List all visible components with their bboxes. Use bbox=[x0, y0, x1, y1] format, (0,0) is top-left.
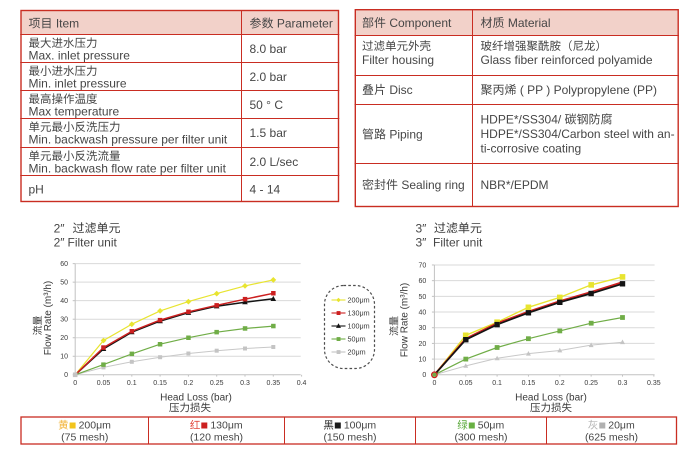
svg-text:Flow Rate (m³/h): Flow Rate (m³/h) bbox=[43, 281, 54, 355]
svg-text:pH: pH bbox=[29, 183, 44, 197]
svg-text:200μm: 200μm bbox=[348, 296, 370, 305]
svg-text:20μm: 20μm bbox=[608, 420, 635, 432]
svg-text:10: 10 bbox=[419, 357, 427, 364]
svg-text:Component: Component bbox=[389, 16, 452, 30]
svg-text:0.4: 0.4 bbox=[297, 380, 307, 387]
svg-text:0.3: 0.3 bbox=[240, 380, 250, 387]
svg-text:0.15: 0.15 bbox=[522, 380, 536, 387]
svg-text:50μm: 50μm bbox=[348, 335, 366, 344]
svg-text:40: 40 bbox=[419, 309, 427, 316]
svg-text:60: 60 bbox=[60, 261, 68, 268]
svg-text:200μm: 200μm bbox=[79, 420, 112, 432]
svg-text:Material: Material bbox=[508, 16, 551, 30]
svg-text:50: 50 bbox=[60, 280, 68, 287]
svg-text:10: 10 bbox=[60, 354, 68, 361]
svg-text:(120 mesh): (120 mesh) bbox=[190, 432, 243, 444]
svg-text:2.0 bar: 2.0 bar bbox=[250, 70, 287, 84]
svg-text:0: 0 bbox=[73, 380, 77, 387]
svg-text:20: 20 bbox=[60, 335, 68, 342]
svg-text:2″: 2″ bbox=[54, 221, 66, 235]
svg-text:1.5 bar: 1.5 bar bbox=[250, 126, 287, 140]
svg-text:Max temperature: Max temperature bbox=[29, 105, 120, 119]
svg-text:Flow Rate (m³/h): Flow Rate (m³/h) bbox=[400, 283, 411, 357]
svg-text:Filter housing: Filter housing bbox=[362, 53, 434, 67]
svg-text:0: 0 bbox=[64, 372, 68, 379]
svg-text:(75 mesh): (75 mesh) bbox=[61, 432, 108, 444]
svg-text:Parameter: Parameter bbox=[277, 17, 333, 31]
svg-text:0: 0 bbox=[422, 372, 426, 379]
svg-text:ti-corrosive coating: ti-corrosive coating bbox=[481, 142, 582, 156]
svg-text:(625 mesh): (625 mesh) bbox=[585, 432, 638, 444]
svg-text:0: 0 bbox=[432, 380, 436, 387]
svg-text:Piping: Piping bbox=[389, 128, 422, 142]
svg-text:Min. backwash flow rate per fi: Min. backwash flow rate per filter unit bbox=[29, 162, 227, 176]
svg-text:Head Loss (bar): Head Loss (bar) bbox=[515, 393, 587, 404]
svg-text:Filter unit: Filter unit bbox=[433, 235, 483, 249]
svg-text:Sealing ring: Sealing ring bbox=[401, 178, 464, 192]
svg-text:0.25: 0.25 bbox=[210, 380, 224, 387]
svg-text:0.1: 0.1 bbox=[492, 380, 502, 387]
svg-text:0.3: 0.3 bbox=[618, 380, 628, 387]
svg-text:NBR*/EPDM: NBR*/EPDM bbox=[481, 178, 549, 192]
svg-text:50μm: 50μm bbox=[478, 420, 505, 432]
svg-text:Item: Item bbox=[56, 17, 79, 31]
svg-text:HDPE*/SS304/: HDPE*/SS304/ bbox=[481, 113, 562, 127]
svg-text:0.05: 0.05 bbox=[97, 380, 111, 387]
svg-text:0.25: 0.25 bbox=[584, 380, 598, 387]
svg-text:20μm: 20μm bbox=[348, 348, 366, 357]
svg-text:0.15: 0.15 bbox=[153, 380, 167, 387]
svg-text:30: 30 bbox=[60, 317, 68, 324]
svg-text:70: 70 bbox=[419, 262, 427, 269]
svg-text:130μm: 130μm bbox=[210, 420, 243, 432]
svg-text:Min. backwash pressure per fil: Min. backwash pressure per filter unit bbox=[29, 133, 228, 147]
svg-text:( PP ) Polypropylene (PP): ( PP ) Polypropylene (PP) bbox=[520, 83, 657, 97]
svg-text:4 - 14: 4 - 14 bbox=[250, 183, 281, 197]
svg-text:HDPE*/SS304/Carbon steel with: HDPE*/SS304/Carbon steel with an- bbox=[481, 127, 675, 141]
svg-text:8.0 bar: 8.0 bar bbox=[250, 42, 287, 56]
svg-text:20: 20 bbox=[419, 341, 427, 348]
svg-text:0.35: 0.35 bbox=[647, 380, 661, 387]
svg-text:Glass fiber reinforced polyami: Glass fiber reinforced polyamide bbox=[481, 53, 653, 67]
svg-text:0.2: 0.2 bbox=[184, 380, 194, 387]
svg-text:40: 40 bbox=[60, 298, 68, 305]
svg-text:2″: 2″ bbox=[54, 235, 66, 249]
svg-text:Filter unit: Filter unit bbox=[68, 235, 118, 249]
svg-text:0.05: 0.05 bbox=[459, 380, 473, 387]
svg-text:Head Loss (bar): Head Loss (bar) bbox=[160, 393, 232, 404]
svg-text:3″: 3″ bbox=[416, 221, 428, 235]
svg-text:Min. inlet pressure: Min. inlet pressure bbox=[29, 77, 127, 91]
svg-text:0.35: 0.35 bbox=[266, 380, 280, 387]
svg-text:3″: 3″ bbox=[416, 235, 428, 249]
svg-text:(300 mesh): (300 mesh) bbox=[454, 432, 507, 444]
svg-text:50: 50 bbox=[419, 294, 427, 301]
svg-text:100μm: 100μm bbox=[344, 420, 377, 432]
svg-text:50 ° C: 50 ° C bbox=[250, 98, 284, 112]
svg-text:60: 60 bbox=[419, 278, 427, 285]
svg-text:30: 30 bbox=[419, 325, 427, 332]
svg-text:2.0 L/sec: 2.0 L/sec bbox=[250, 155, 299, 169]
svg-text:130μm: 130μm bbox=[348, 309, 370, 318]
svg-text:Disc: Disc bbox=[389, 83, 412, 97]
svg-text:0.2: 0.2 bbox=[555, 380, 565, 387]
svg-text:Max. inlet pressure: Max. inlet pressure bbox=[29, 49, 131, 63]
svg-text:(150 mesh): (150 mesh) bbox=[323, 432, 376, 444]
svg-text:100μm: 100μm bbox=[348, 322, 370, 331]
svg-text:0.1: 0.1 bbox=[127, 380, 137, 387]
